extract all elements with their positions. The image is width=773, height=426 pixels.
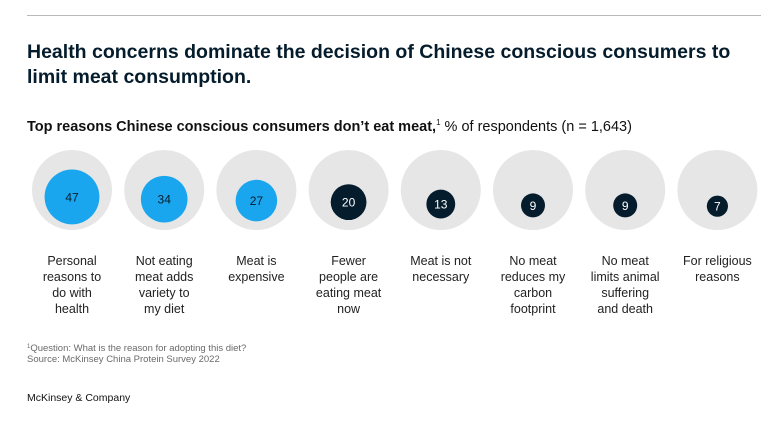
value-bubble [706,195,728,217]
subtitle-rest: % of respondents (n = 1,643) [440,119,632,135]
value-bubble [44,169,100,225]
background-circle [677,150,758,230]
category-label: Meat is expensive [228,254,285,284]
category-label: No meat limits animal suffering and deat… [590,254,660,316]
footnote-question-line: 1Question: What is the reason for adopti… [27,342,246,354]
footnote-source: Source: McKinsey China Protein Survey 20… [27,354,220,365]
brand-logo-text: McKinsey & Company [27,392,131,404]
value-label: 34 [158,193,172,207]
value-label: 7 [714,200,721,214]
value-label: 20 [342,196,356,210]
value-bubble [235,179,278,222]
category-label: Personal reasons to do with health [42,254,102,316]
category-label: Meat is not necessary [410,254,472,284]
value-label: 9 [622,199,629,213]
bubble-chart: 47 34 27 20 13 9 9 7 [32,150,758,230]
footnote-question: Question: What is the reason for adoptin… [30,343,247,354]
top-rule [27,15,761,16]
value-label: 9 [530,199,537,213]
background-circle [585,150,666,230]
value-label: 27 [250,194,264,208]
category-label: Fewer people are eating meat now [315,254,382,316]
footnote-marker: 1 [27,344,31,350]
value-label: 13 [434,198,448,212]
value-bubble [426,189,456,219]
category-label: For religious reasons [683,254,752,284]
value-bubble [613,193,638,218]
footnote: 1Question: What is the reason for adopti… [27,342,246,365]
background-circle [493,150,573,230]
value-label: 47 [65,190,79,204]
subtitle-bold: Top reasons Chinese conscious consumers … [27,119,437,135]
value-bubble [330,184,367,221]
value-bubble [521,193,545,218]
category-label: No meat reduces my carbon footprint [500,254,566,316]
value-bubble [140,175,188,223]
chart-subtitle: Top reasons Chinese conscious consumers … [27,114,767,136]
category-label: Not eating meat adds variety to my diet [135,254,194,316]
chart-title: Health concerns dominate the decision of… [27,41,731,88]
subtitle-footnote-marker: 1 [436,118,441,127]
